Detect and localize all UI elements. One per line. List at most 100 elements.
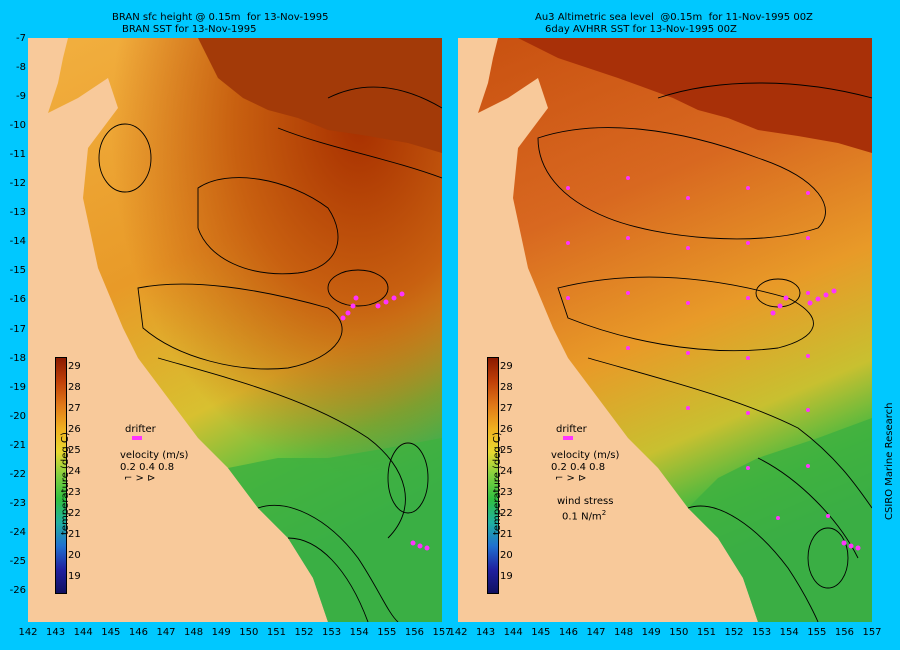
drifter-tracks: [340, 291, 430, 551]
longitude-tick: 143: [46, 627, 66, 638]
right-colorbar: [487, 357, 499, 594]
longitude-tick: 149: [211, 627, 231, 638]
longitude-tick: 145: [531, 627, 551, 638]
longitude-tick: 151: [696, 627, 716, 638]
latitude-tick: -17: [9, 323, 26, 335]
right-velocity-label: velocity (m/s): [551, 450, 620, 461]
left-title-line2: BRAN SST for 13-Nov-1995: [122, 24, 257, 35]
png-land: [198, 38, 442, 153]
longitude-tick: 152: [294, 627, 314, 638]
right-wind-scale: 0.1 N/m2: [562, 509, 607, 523]
left-map: [28, 38, 442, 622]
right-title-line2: 6day AVHRR SST for 13-Nov-1995 00Z: [545, 24, 737, 35]
longitude-tick: 147: [156, 627, 176, 638]
right-title-line1: Au3 Altimetric sea level @0.15m for 11-N…: [535, 12, 813, 23]
credit-text: CSIRO Marine Research: [884, 402, 895, 520]
longitude-tick: 146: [128, 627, 148, 638]
longitude-tick: 156: [404, 627, 424, 638]
right-drifter-swatch: [563, 436, 573, 440]
wind-arrows: [566, 176, 830, 520]
left-title-line1: BRAN sfc height @ 0.15m for 13-Nov-1995: [112, 12, 329, 23]
colorbar-tick: 21: [500, 529, 513, 540]
left-velocity-scale: 0.2 0.4 0.8: [120, 462, 175, 473]
colorbar-tick: 29: [500, 361, 513, 372]
longitude-tick: 153: [752, 627, 772, 638]
colorbar-tick: 24: [500, 466, 513, 477]
longitude-tick: 150: [239, 627, 259, 638]
right-drifter-label: drifter: [556, 424, 587, 435]
colorbar-tick: 27: [500, 403, 513, 414]
colorbar-tick: 20: [500, 550, 513, 561]
longitude-tick: 144: [73, 627, 93, 638]
colorbar-tick: 27: [68, 403, 81, 414]
latitude-tick: -12: [9, 178, 26, 190]
right-map: [458, 38, 872, 622]
longitude-tick: 143: [476, 627, 496, 638]
longitude-tick: 148: [184, 627, 204, 638]
latitude-tick: -10: [9, 120, 26, 132]
colorbar-tick: 21: [68, 529, 81, 540]
right-velocity-scale: 0.2 0.4 0.8: [551, 462, 606, 473]
png-land-r: [518, 38, 872, 153]
longitude-tick: 150: [669, 627, 689, 638]
longitude-tick: 144: [503, 627, 523, 638]
colorbar-tick: 24: [68, 466, 81, 477]
australia-land-r: [458, 38, 758, 622]
colorbar-tick: 19: [500, 571, 513, 582]
colorbar-tick: 26: [68, 424, 81, 435]
latitude-tick: -14: [9, 236, 26, 248]
colorbar-tick: 26: [500, 424, 513, 435]
latitude-tick: -11: [9, 149, 26, 161]
colorbar-tick: 29: [68, 361, 81, 372]
latitude-tick: -9: [16, 91, 26, 103]
australia-land: [28, 38, 328, 622]
latitude-tick: -25: [9, 555, 26, 567]
drifter-tracks-r: [770, 288, 861, 551]
left-velocity-arrows: ⌐ > ⊳: [124, 473, 156, 484]
latitude-tick: -21: [9, 439, 26, 451]
latitude-tick: -22: [9, 468, 26, 480]
longitude-tick: 142: [18, 627, 38, 638]
left-velocity-label: velocity (m/s): [120, 450, 189, 461]
latitude-tick: -16: [9, 294, 26, 306]
left-colorbar: [55, 357, 67, 594]
left-drifter-label: drifter: [125, 424, 156, 435]
longitude-tick: 149: [641, 627, 661, 638]
latitude-tick: -13: [9, 207, 26, 219]
longitude-tick: 142: [448, 627, 468, 638]
colorbar-tick: 22: [500, 508, 513, 519]
latitude-tick: -26: [9, 585, 26, 596]
longitude-tick: 157: [432, 627, 452, 638]
longitude-tick: 156: [834, 627, 854, 638]
longitude-tick: 145: [101, 627, 121, 638]
colorbar-tick: 22: [68, 508, 81, 519]
right-velocity-arrows: ⌐ > ⊳: [555, 473, 587, 484]
latitude-tick: -20: [9, 410, 26, 422]
latitude-tick: -23: [9, 497, 26, 509]
colorbar-tick: 23: [68, 487, 81, 498]
longitude-tick: 154: [349, 627, 369, 638]
longitude-tick: 153: [322, 627, 342, 638]
latitude-tick: -24: [9, 526, 26, 538]
left-drifter-swatch: [132, 436, 142, 440]
longitude-tick: 146: [558, 627, 578, 638]
colorbar-tick: 20: [68, 550, 81, 561]
right-wind-label: wind stress: [557, 496, 614, 507]
latitude-tick: -8: [16, 62, 26, 74]
longitude-tick: 152: [724, 627, 744, 638]
latitude-tick: -18: [9, 352, 26, 364]
colorbar-tick: 19: [68, 571, 81, 582]
longitude-tick: 147: [586, 627, 606, 638]
colorbar-tick: 25: [68, 445, 81, 456]
colorbar-tick: 28: [68, 382, 81, 393]
longitude-tick: 157: [862, 627, 882, 638]
colorbar-tick: 25: [500, 445, 513, 456]
colorbar-tick: 23: [500, 487, 513, 498]
longitude-tick: 148: [614, 627, 634, 638]
colorbar-tick: 28: [500, 382, 513, 393]
longitude-tick: 155: [807, 627, 827, 638]
latitude-tick: -15: [9, 265, 26, 277]
longitude-tick: 151: [266, 627, 286, 638]
latitude-tick: -19: [9, 381, 26, 393]
latitude-tick: -7: [16, 33, 26, 44]
